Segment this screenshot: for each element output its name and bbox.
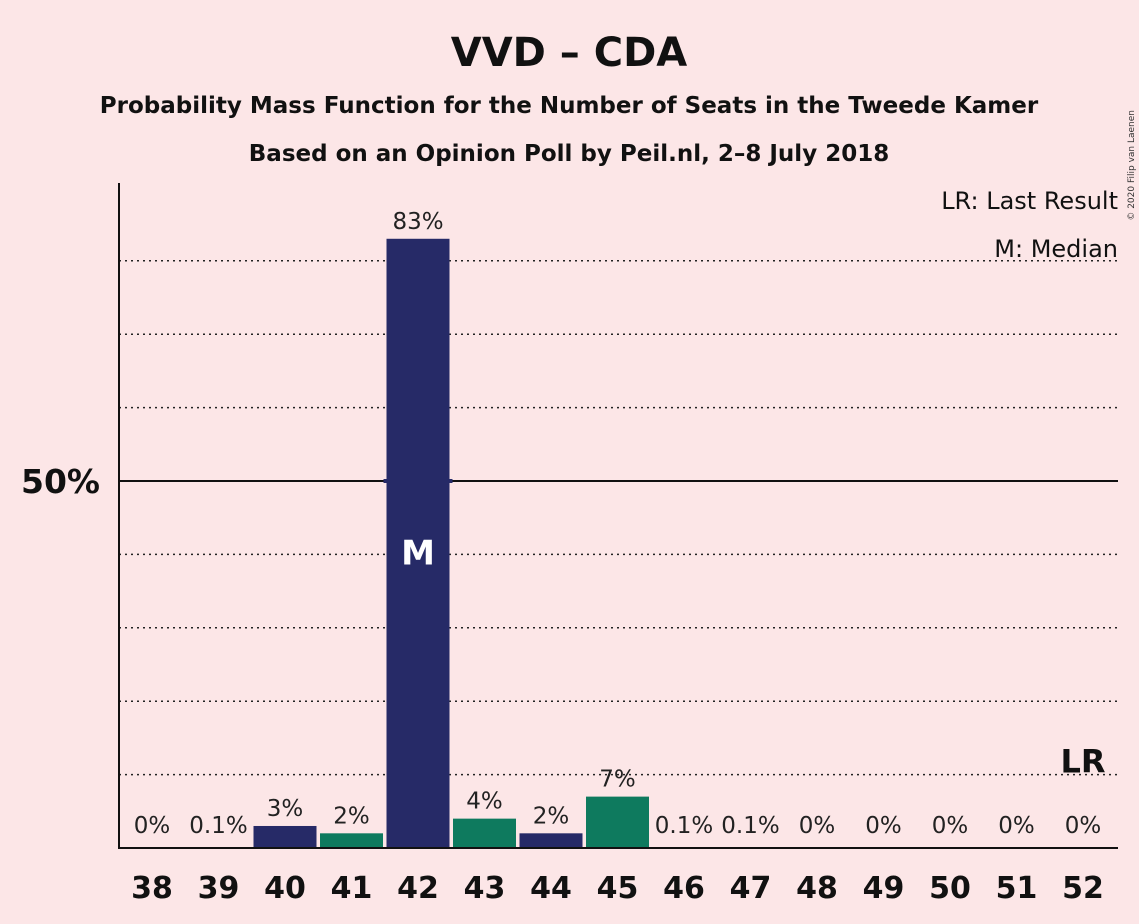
x-tick-43: 43 (464, 871, 506, 906)
data-label-48: 0% (799, 813, 836, 839)
x-tick-52: 52 (1062, 871, 1104, 906)
x-tick-50: 50 (929, 871, 971, 906)
data-label-42: 83% (392, 209, 443, 235)
data-label-40: 3% (267, 796, 304, 822)
chart-title: VVD – CDA (451, 30, 688, 76)
data-label-39: 0.1% (189, 813, 247, 839)
data-labels: 0% 0.1% 3% 2% 83% M 4% 2% 7% 0.1% 0.1% 0% 0% 0% 0% 0% LR (134, 209, 1106, 839)
x-tick-46: 46 (663, 871, 705, 906)
bar-43 (453, 818, 516, 848)
data-label-49: 0% (865, 813, 902, 839)
data-label-38: 0% (134, 813, 171, 839)
bars (187, 238, 782, 848)
x-tick-44: 44 (530, 871, 572, 906)
chart-subtitle: Probability Mass Function for the Number… (100, 93, 1039, 119)
data-label-51: 0% (998, 813, 1035, 839)
data-label-47: 0.1% (721, 813, 779, 839)
x-tick-labels: 38 39 40 41 42 43 44 45 46 47 48 49 50 51 52 (131, 871, 1104, 906)
last-result-marker: LR (1060, 743, 1105, 781)
data-label-44: 2% (533, 803, 570, 829)
x-tick-42: 42 (397, 871, 439, 906)
x-tick-49: 49 (863, 871, 905, 906)
data-label-43: 4% (466, 789, 503, 815)
bar-40 (253, 825, 317, 848)
chart-subtitle-source: Based on an Opinion Poll by Peil.nl, 2–8… (249, 141, 889, 167)
gridlines (119, 260, 1118, 776)
bar-44 (519, 833, 583, 848)
bar-45 (586, 796, 649, 848)
legend-median: M: Median (994, 235, 1118, 263)
data-label-46: 0.1% (655, 813, 713, 839)
data-label-41: 2% (333, 803, 370, 829)
copyright-note: © 2020 Filip van Laenen (1127, 110, 1137, 221)
x-tick-45: 45 (597, 871, 639, 906)
y-tick-50-label: 50% (21, 462, 100, 501)
bar-42 (386, 238, 450, 848)
bar-41 (320, 833, 383, 848)
x-tick-48: 48 (796, 871, 838, 906)
data-label-52: 0% (1065, 813, 1102, 839)
x-tick-51: 51 (996, 871, 1038, 906)
data-label-50: 0% (932, 813, 969, 839)
x-tick-47: 47 (730, 871, 772, 906)
legend-last-result: LR: Last Result (941, 187, 1118, 215)
x-tick-38: 38 (131, 871, 173, 906)
bar-overlap (383, 479, 453, 483)
median-marker: M (401, 533, 435, 573)
x-tick-41: 41 (331, 871, 373, 906)
x-tick-40: 40 (264, 871, 306, 906)
data-label-45: 7% (599, 767, 636, 793)
x-tick-39: 39 (198, 871, 240, 906)
